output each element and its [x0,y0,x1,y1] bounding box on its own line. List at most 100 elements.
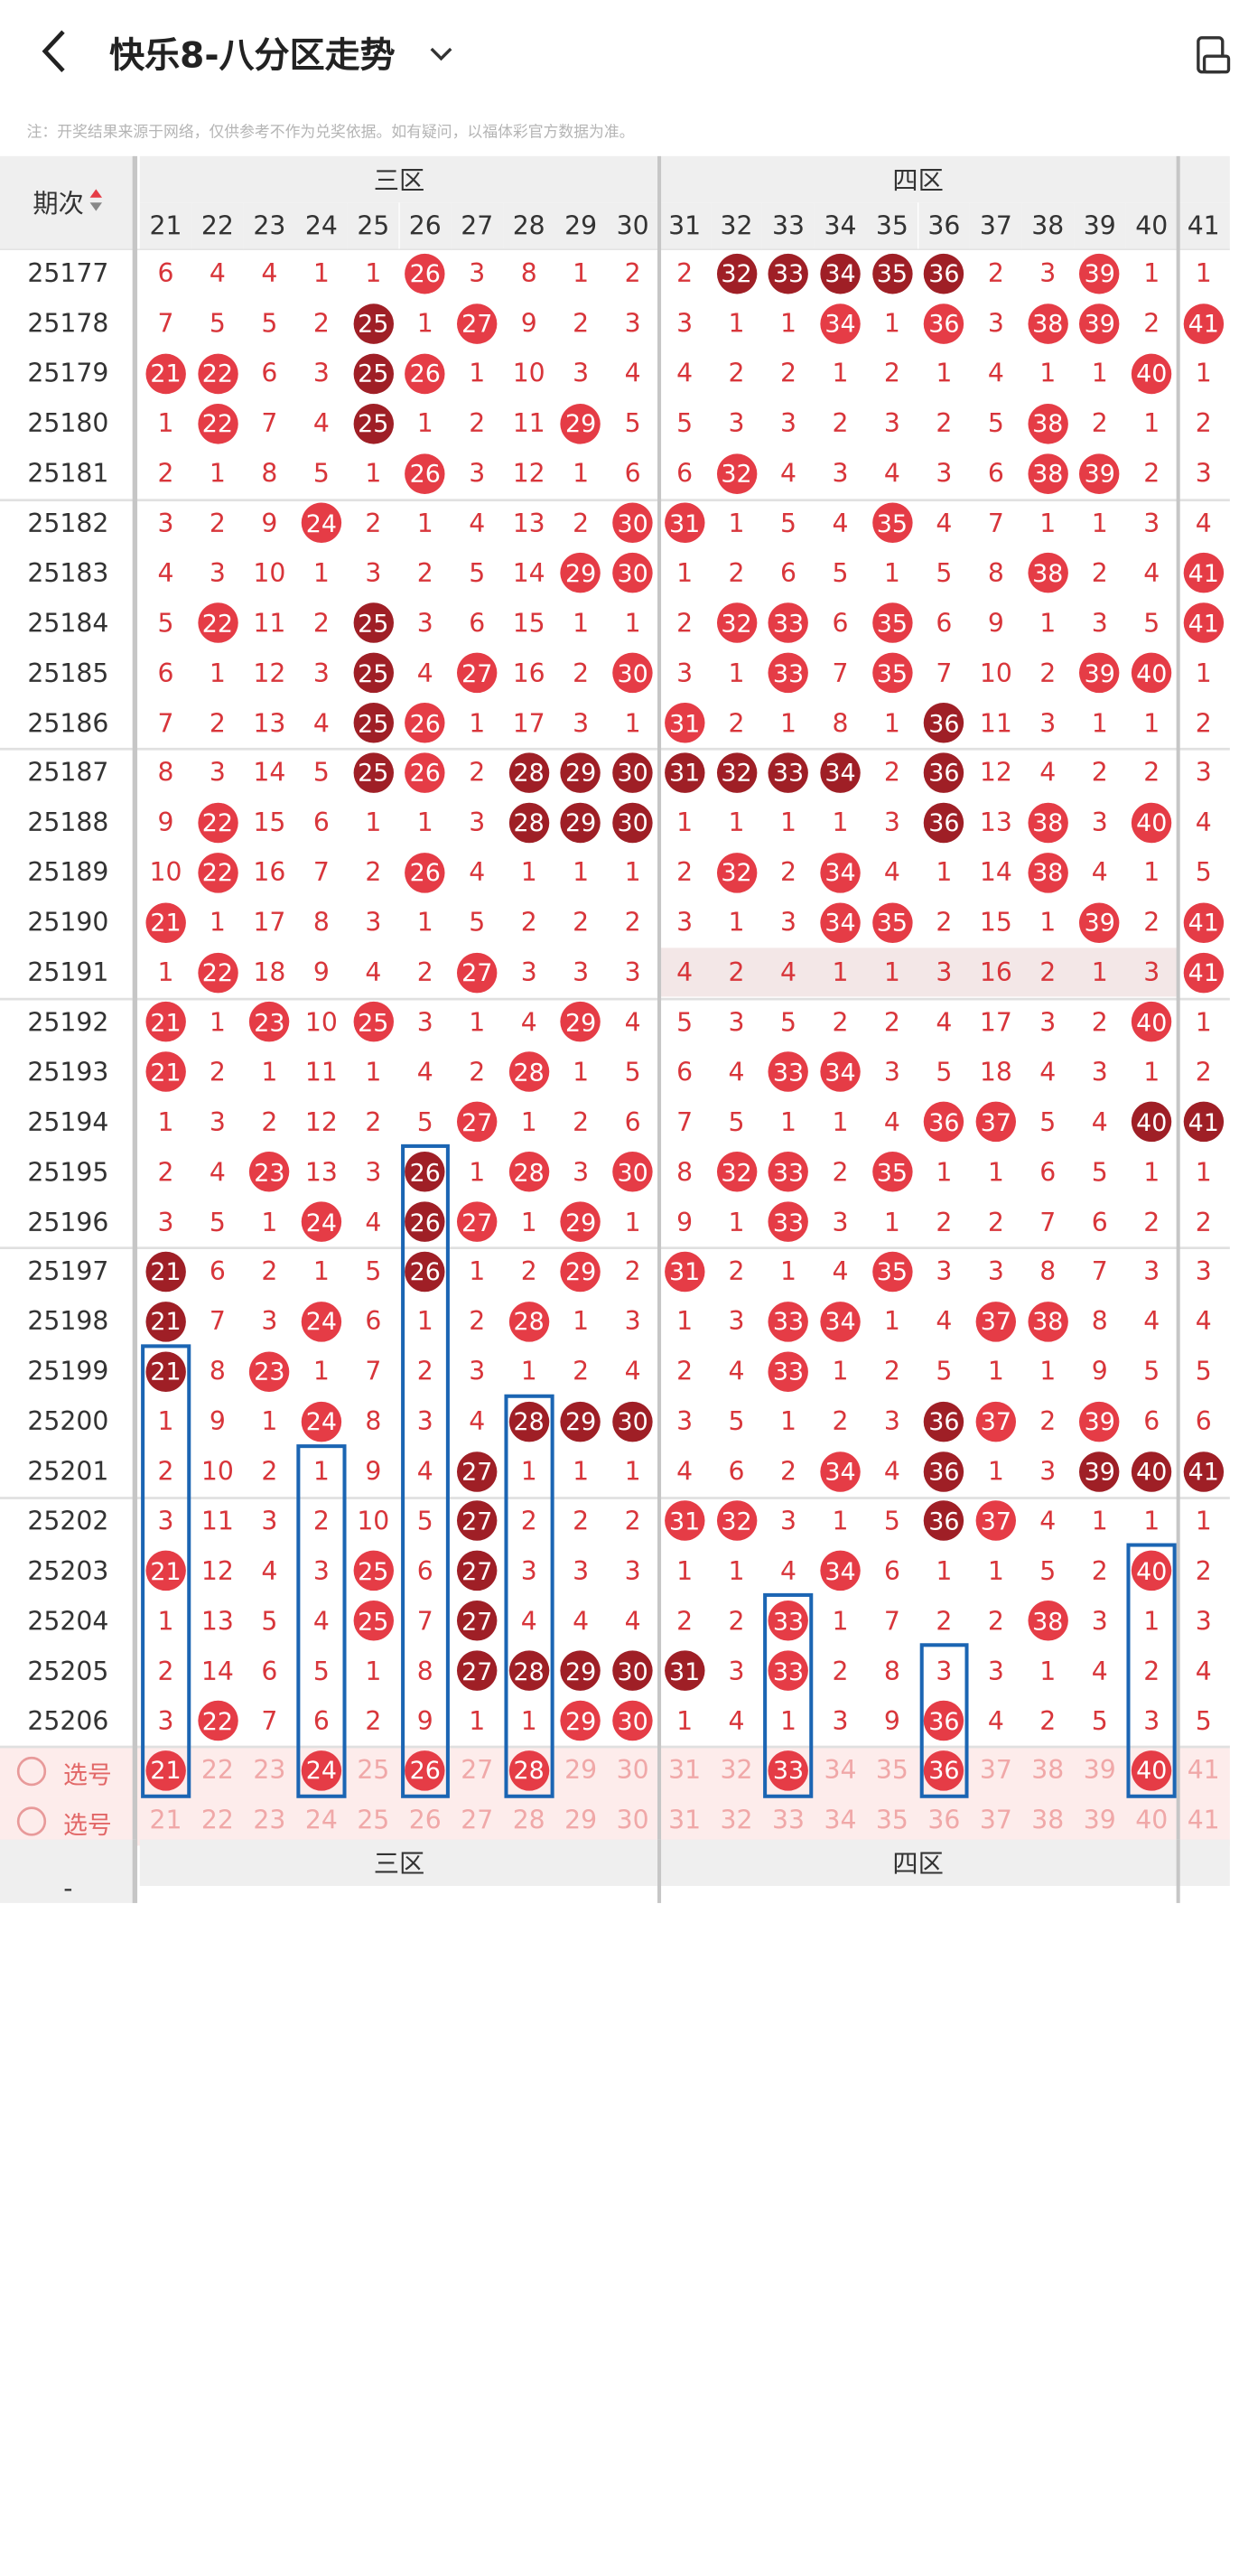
table-cell: 9 [987,608,1004,639]
select-cell[interactable]: 37 [979,1756,1012,1786]
table-cell: 8 [987,558,1004,588]
table-cell: 32 [711,249,762,299]
number-ball: 39 [1079,652,1120,694]
select-cell[interactable]: 29 [564,1806,598,1835]
selected-number-ball[interactable]: 24 [301,1750,342,1791]
select-radio[interactable] [16,1806,47,1836]
select-cell[interactable]: 37 [979,1806,1012,1835]
select-cell[interactable]: 36 [918,1746,970,1796]
table-cell: 1 [261,1057,278,1087]
table-cell: 6 [987,458,1004,489]
table-cell: 12 [512,458,545,489]
table-cell: 32 [711,448,762,498]
select-cell[interactable]: 36 [927,1806,961,1835]
table-cell: 39 [1074,1396,1125,1446]
select-cell[interactable]: 39 [1083,1806,1116,1835]
select-cell[interactable]: 26 [399,1746,451,1796]
select-cell[interactable]: 22 [200,1756,234,1786]
table-cell: 12 [253,658,286,688]
table-cell: 3 [676,309,694,339]
select-cell[interactable]: 23 [253,1806,286,1835]
select-cell[interactable]: 38 [1031,1756,1065,1786]
table-cell: 26 [399,1197,451,1246]
select-cell[interactable]: 32 [720,1806,753,1835]
table-cell: 37 [970,1396,1021,1446]
select-cell[interactable]: 21 [149,1806,182,1835]
number-ball: 26 [405,702,445,743]
table-cell: 3 [936,458,953,489]
select-cell[interactable]: 30 [616,1756,649,1786]
table-cell: 39 [1074,299,1125,349]
select-cell[interactable]: 34 [824,1806,857,1835]
table-cell: 6 [157,658,174,688]
table-cell: 3 [573,1556,590,1586]
number-ball: 23 [249,1002,290,1043]
table-cell: 5 [1143,1357,1160,1386]
select-cell[interactable]: 25 [357,1756,390,1786]
select-cell[interactable]: 24 [295,1746,347,1796]
select-cell[interactable]: 41 [1187,1806,1220,1835]
rotate-screen-button[interactable] [1184,27,1237,80]
select-cell[interactable]: 40 [1135,1806,1169,1835]
row-highlight [658,947,1178,998]
select-cell[interactable]: 23 [253,1756,286,1786]
select-cell[interactable]: 24 [304,1806,338,1835]
select-row-bg [0,1745,1230,1796]
select-cell[interactable]: 28 [512,1806,545,1835]
select-cell[interactable]: 29 [564,1756,598,1786]
page-title: 快乐8-八分区走势 [109,33,396,76]
select-cell[interactable]: 35 [875,1806,908,1835]
number-ball: 28 [508,802,549,844]
table-cell: 1 [832,359,849,388]
table-cell: 29 [554,548,606,598]
selected-number-ball[interactable]: 21 [145,1750,186,1791]
table-cell: 2 [312,608,330,639]
select-cell[interactable]: 39 [1083,1756,1116,1786]
number-ball: 27 [457,1451,498,1492]
table-cell: 4 [728,1705,745,1736]
select-cell[interactable]: 35 [875,1756,908,1786]
sort-icon[interactable] [88,186,103,219]
selected-number-ball[interactable]: 36 [924,1750,964,1791]
select-cell[interactable]: 32 [720,1756,753,1786]
select-cell[interactable]: 25 [357,1806,390,1835]
table-cell: 1 [1143,1606,1160,1636]
table-cell: 5 [1195,1357,1212,1386]
select-cell[interactable]: 34 [824,1756,857,1786]
selected-number-ball[interactable]: 26 [405,1750,445,1791]
table-cell: 33 [762,748,814,798]
select-cell[interactable]: 22 [200,1806,234,1835]
number-ball: 27 [457,952,498,993]
select-cell[interactable]: 38 [1031,1806,1065,1835]
select-cell[interactable]: 33 [772,1806,805,1835]
selected-number-ball[interactable]: 28 [508,1750,549,1791]
select-cell[interactable]: 26 [408,1806,442,1835]
table-cell: 12 [979,758,1012,788]
table-cell: 2 [676,1357,694,1386]
select-cell[interactable]: 28 [503,1746,554,1796]
table-cell: 5 [416,1506,433,1536]
select-cell[interactable]: 27 [461,1756,494,1786]
number-ball: 21 [145,1301,186,1342]
table-cell: 2 [416,1357,433,1386]
select-cell[interactable]: 21 [140,1746,191,1796]
title-dropdown-button[interactable] [423,32,459,73]
select-cell[interactable]: 27 [461,1806,494,1835]
table-cell: 22 [191,349,243,398]
select-cell[interactable]: 30 [616,1806,649,1835]
number-ball: 36 [924,802,964,844]
selected-number-ball[interactable]: 40 [1132,1750,1172,1791]
select-cell[interactable]: 31 [668,1806,702,1835]
select-cell[interactable]: 40 [1126,1746,1178,1796]
select-cell[interactable]: 41 [1187,1756,1220,1786]
select-cell[interactable]: 31 [668,1756,702,1786]
back-button[interactable] [27,24,80,78]
selected-number-ball[interactable]: 33 [768,1750,809,1791]
select-cell[interactable]: 33 [762,1746,814,1796]
select-radio[interactable] [16,1756,47,1787]
table-cell: 21 [140,1297,191,1347]
number-ball: 35 [871,253,913,294]
period-header[interactable]: 期次 [0,155,136,249]
table-cell: 3 [780,1506,797,1536]
table-cell: 38 [1022,299,1074,349]
